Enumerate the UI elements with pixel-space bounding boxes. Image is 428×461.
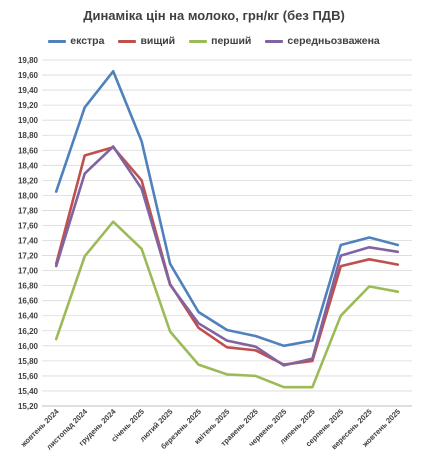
series-line-3	[54, 145, 400, 367]
legend-item-pershyi: перший	[189, 35, 251, 47]
y-tick-label: 16,80	[18, 282, 39, 291]
y-tick-label: 17,00	[18, 267, 39, 276]
legend-label-vyshchyi: вищий	[140, 35, 176, 47]
series-line-2	[54, 220, 400, 389]
y-tick-label: 18,00	[18, 191, 39, 200]
legend-item-serednozvazhena: середньозважена	[265, 35, 380, 47]
chart-title: Динаміка цін на молоко, грн/кг (без ПДВ)	[83, 8, 345, 23]
y-tick-label: 16,40	[18, 312, 39, 321]
legend-swatch-serednozvazhena	[265, 39, 284, 43]
y-tick-label: 17,80	[18, 206, 39, 215]
y-tick-label: 19,20	[18, 101, 39, 110]
y-tick-label: 15,40	[18, 387, 39, 396]
y-tick-label: 17,20	[18, 252, 39, 261]
y-tick-label: 19,80	[18, 56, 39, 65]
legend-swatch-vyshchyi	[118, 39, 137, 43]
y-tick-label: 15,20	[18, 402, 39, 411]
legend-item-vyshchyi: вищий	[118, 35, 175, 47]
y-tick-label: 19,40	[18, 86, 39, 95]
y-tick-label: 18,40	[18, 161, 39, 170]
y-tick-label: 18,80	[18, 131, 39, 140]
legend-label-serednozvazhena: середньозважена	[287, 35, 380, 47]
y-tick-label: 16,20	[18, 327, 39, 336]
legend-label-ekstra: екстра	[70, 35, 105, 47]
y-tick-label: 19,00	[18, 116, 39, 125]
legend-item-ekstra: екстра	[48, 35, 104, 47]
y-tick-label: 16,60	[18, 297, 39, 306]
legend: екстра вищий перший середньозважена	[0, 35, 428, 47]
legend-label-pershyi: перший	[211, 35, 252, 47]
y-tick-label: 17,60	[18, 221, 39, 230]
y-tick-label: 18,60	[18, 146, 39, 155]
y-tick-label: 16,00	[18, 342, 39, 351]
y-tick-label: 15,80	[18, 357, 39, 366]
legend-swatch-pershyi	[189, 39, 208, 43]
y-tick-label: 18,20	[18, 176, 39, 185]
y-tick-label: 15,60	[18, 372, 39, 381]
y-tick-label: 17,40	[18, 237, 39, 246]
series-line-0	[54, 70, 400, 348]
y-tick-label: 19,60	[18, 71, 39, 80]
legend-swatch-ekstra	[48, 39, 67, 43]
